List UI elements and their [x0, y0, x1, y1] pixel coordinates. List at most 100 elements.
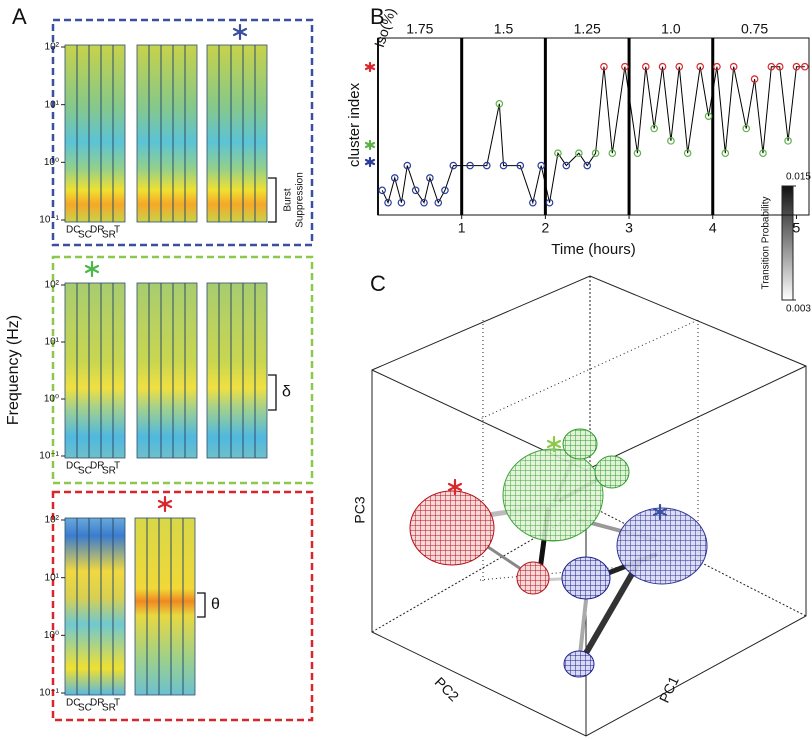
data-point	[750, 75, 759, 83]
data-point	[721, 149, 730, 158]
data-point	[633, 149, 642, 158]
data-point	[713, 62, 721, 71]
data-point	[420, 198, 428, 207]
y-tick-label: 10⁰	[44, 630, 59, 641]
column-label: SR	[102, 466, 116, 477]
panel-label: A	[12, 4, 27, 29]
y-axis-label: cluster index	[346, 82, 363, 167]
spectrogram	[64, 517, 126, 696]
panel-label: C	[370, 271, 386, 296]
column-label: DC	[66, 225, 80, 236]
data-point	[537, 161, 545, 170]
x-axis-label: Time (hours)	[551, 241, 635, 258]
cluster-spheres	[409, 428, 708, 678]
column-label: DC	[66, 698, 80, 709]
axis-label: PC2	[432, 674, 463, 705]
data-point	[784, 137, 792, 145]
y-tick-label: 10¹	[45, 99, 60, 110]
data-point	[696, 62, 705, 71]
data-point	[434, 198, 443, 207]
spectrogram	[136, 282, 198, 459]
data-point	[554, 149, 562, 158]
data-point	[397, 198, 406, 207]
data-point	[683, 149, 692, 158]
data-point	[621, 62, 629, 71]
colorbar-label: Transition Probability	[761, 196, 772, 289]
data-point	[495, 99, 504, 108]
annotation: Burst	[283, 188, 294, 212]
panel-label: B	[370, 4, 385, 29]
series-line	[381, 66, 805, 205]
annotation: Suppression	[295, 172, 306, 228]
column-label: DR	[90, 461, 104, 472]
data-point	[742, 124, 751, 133]
data-point	[675, 62, 684, 71]
data-point	[562, 161, 571, 170]
x-tick-label: 1	[458, 220, 466, 236]
column-label: SC	[78, 230, 92, 241]
iso-label: 0.75	[741, 21, 768, 37]
data-point	[600, 62, 608, 71]
axis-label: PC3	[352, 496, 368, 523]
spectrogram	[206, 44, 268, 223]
data-point	[426, 174, 434, 182]
column-label: DC	[66, 461, 80, 472]
y-tick-label: 10⁻¹	[39, 688, 59, 699]
cluster-asterisks	[84, 23, 668, 521]
annotation: θ	[211, 596, 220, 613]
dashed-box	[51, 490, 314, 722]
data-point	[516, 161, 525, 170]
column-label: DR	[90, 698, 104, 709]
y-tick-label: 10¹	[45, 572, 60, 583]
bracket	[268, 374, 277, 411]
data-point	[642, 62, 650, 71]
data-point	[759, 149, 767, 158]
y-tick-label: 10⁰	[44, 394, 59, 405]
spectrogram	[136, 44, 198, 223]
data-point	[650, 124, 658, 133]
x-tick-label: 4	[709, 220, 717, 236]
data-point	[729, 62, 738, 71]
y-tick-label: 10⁰	[44, 157, 59, 168]
x-tick-label: 2	[541, 220, 549, 236]
iso-label: 1.25	[574, 21, 601, 37]
data-point	[403, 161, 412, 170]
axis-label: PC1	[656, 674, 682, 706]
data-point	[792, 62, 801, 71]
x-tick-label: 3	[625, 220, 633, 236]
data-point	[658, 62, 667, 71]
data-point	[441, 186, 449, 195]
data-point	[449, 161, 458, 170]
data-point	[411, 186, 420, 195]
column-label: SR	[102, 703, 116, 714]
data-point	[583, 161, 592, 170]
data-point	[482, 161, 491, 170]
y-tick-label: 10²	[45, 42, 60, 53]
y-tick-label: 10²	[45, 280, 60, 291]
iso-label: 1.5	[494, 21, 514, 37]
column-label: SC	[78, 703, 92, 714]
data-point	[384, 198, 392, 207]
iso-label: 1.0	[661, 21, 681, 37]
colorbar	[781, 185, 794, 301]
spectrogram	[134, 517, 196, 696]
data-point	[499, 161, 508, 170]
y-tick-label: 10¹	[45, 337, 60, 348]
column-label: T	[114, 225, 120, 236]
x-tick-label: 5	[793, 220, 801, 236]
data-point	[767, 62, 776, 71]
data-point	[801, 62, 809, 71]
spectrogram	[64, 44, 126, 223]
data-point	[466, 161, 474, 170]
colorbar-tick-label: 0.003	[786, 304, 811, 315]
data-point	[608, 149, 617, 158]
data-point	[529, 198, 537, 207]
column-label: SR	[102, 230, 116, 241]
spectrogram	[206, 282, 268, 459]
colorbar-tick-label: 0.015	[786, 172, 811, 183]
column-label: SC	[78, 466, 92, 477]
y-tick-label: 10⁻¹	[39, 215, 59, 226]
iso-label: 1.75	[406, 21, 433, 37]
data-point	[545, 198, 554, 207]
